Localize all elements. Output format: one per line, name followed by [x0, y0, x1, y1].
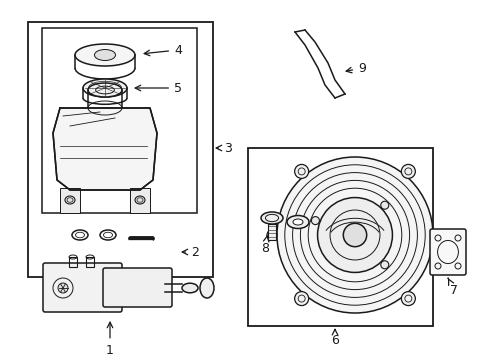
Ellipse shape — [94, 49, 115, 60]
Circle shape — [266, 230, 276, 240]
Circle shape — [380, 201, 388, 209]
Bar — [267, 224, 275, 240]
Polygon shape — [53, 108, 157, 190]
Circle shape — [276, 157, 432, 313]
Circle shape — [317, 198, 392, 273]
Bar — [86, 257, 94, 267]
Bar — [28, 22, 213, 277]
Ellipse shape — [261, 212, 283, 224]
FancyBboxPatch shape — [43, 263, 122, 312]
Circle shape — [401, 292, 414, 306]
Text: 9: 9 — [346, 62, 365, 75]
Circle shape — [294, 165, 308, 179]
Ellipse shape — [200, 278, 214, 298]
Bar — [130, 188, 150, 213]
Bar — [60, 188, 80, 213]
Text: 6: 6 — [330, 329, 338, 346]
Bar — [69, 257, 77, 267]
FancyBboxPatch shape — [429, 229, 465, 275]
Text: 7: 7 — [447, 278, 457, 297]
Bar — [247, 148, 432, 326]
Text: 3: 3 — [216, 141, 231, 154]
FancyBboxPatch shape — [103, 268, 172, 307]
Ellipse shape — [135, 196, 145, 204]
Circle shape — [401, 165, 414, 179]
Text: 2: 2 — [182, 246, 199, 258]
Bar — [42, 28, 197, 213]
Text: 8: 8 — [261, 236, 268, 255]
Ellipse shape — [182, 283, 198, 293]
Circle shape — [58, 283, 68, 293]
Ellipse shape — [75, 44, 135, 66]
Text: 4: 4 — [144, 44, 182, 57]
Ellipse shape — [292, 219, 303, 225]
Bar — [432, 231, 450, 239]
Circle shape — [380, 261, 388, 269]
Circle shape — [294, 292, 308, 306]
Circle shape — [311, 217, 319, 225]
Text: 5: 5 — [135, 81, 182, 95]
Text: 1: 1 — [106, 322, 114, 356]
Ellipse shape — [83, 79, 127, 97]
Circle shape — [343, 223, 366, 247]
Ellipse shape — [65, 196, 75, 204]
Ellipse shape — [286, 216, 308, 229]
Ellipse shape — [88, 83, 122, 97]
